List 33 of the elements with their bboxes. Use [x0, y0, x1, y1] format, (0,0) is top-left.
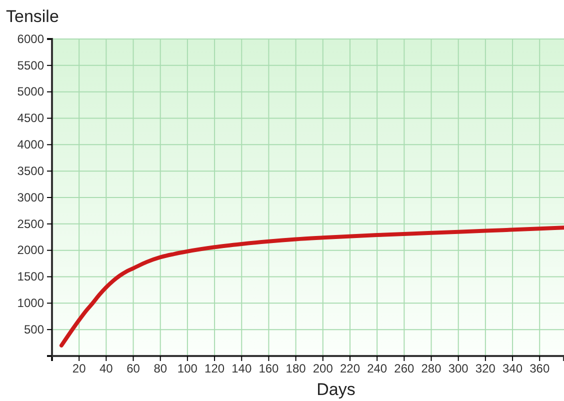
x-tick-label: 280	[421, 362, 442, 376]
x-tick-label: 340	[502, 362, 523, 376]
line-series	[59, 226, 564, 348]
y-tick-label: 5500	[17, 58, 44, 72]
x-tick-label: 40	[100, 362, 114, 376]
x-tick-label: 300	[448, 362, 469, 376]
x-tick-label: 260	[394, 362, 414, 376]
x-tick-label: 100	[177, 362, 198, 376]
y-axis-title: Tensile	[6, 7, 59, 26]
x-tick-label: 20	[72, 362, 86, 376]
x-tick-label: 160	[258, 362, 280, 376]
x-tick-label: 240	[367, 362, 388, 376]
y-tick-label: 2000	[17, 243, 44, 258]
y-tick-label: 6000	[17, 32, 44, 46]
y-tick-label: 5000	[17, 84, 44, 99]
y-tick-label: 2500	[17, 216, 44, 231]
x-tick-label: 360	[530, 362, 550, 376]
y-tick-label: 1500	[17, 270, 44, 284]
y-tick-label: 3000	[17, 190, 44, 204]
y-tick-label: 4000	[17, 138, 44, 152]
x-tick-label: 180	[286, 362, 306, 376]
x-tick-label: 200	[312, 362, 334, 376]
x-tick-label: 320	[475, 362, 496, 376]
x-axis-title: Days	[316, 380, 356, 399]
y-tick-label: 3500	[17, 164, 44, 178]
x-tick-label: 220	[340, 362, 360, 376]
y-tick-label: 500	[24, 322, 44, 336]
x-tick-label: 80	[154, 362, 168, 376]
y-tick-label: 4500	[17, 111, 44, 126]
y-tick-label: 1000	[17, 296, 44, 310]
x-tick-label: 60	[126, 362, 140, 376]
x-tick-label: 120	[204, 362, 225, 376]
x-tick-label: 140	[232, 362, 252, 376]
